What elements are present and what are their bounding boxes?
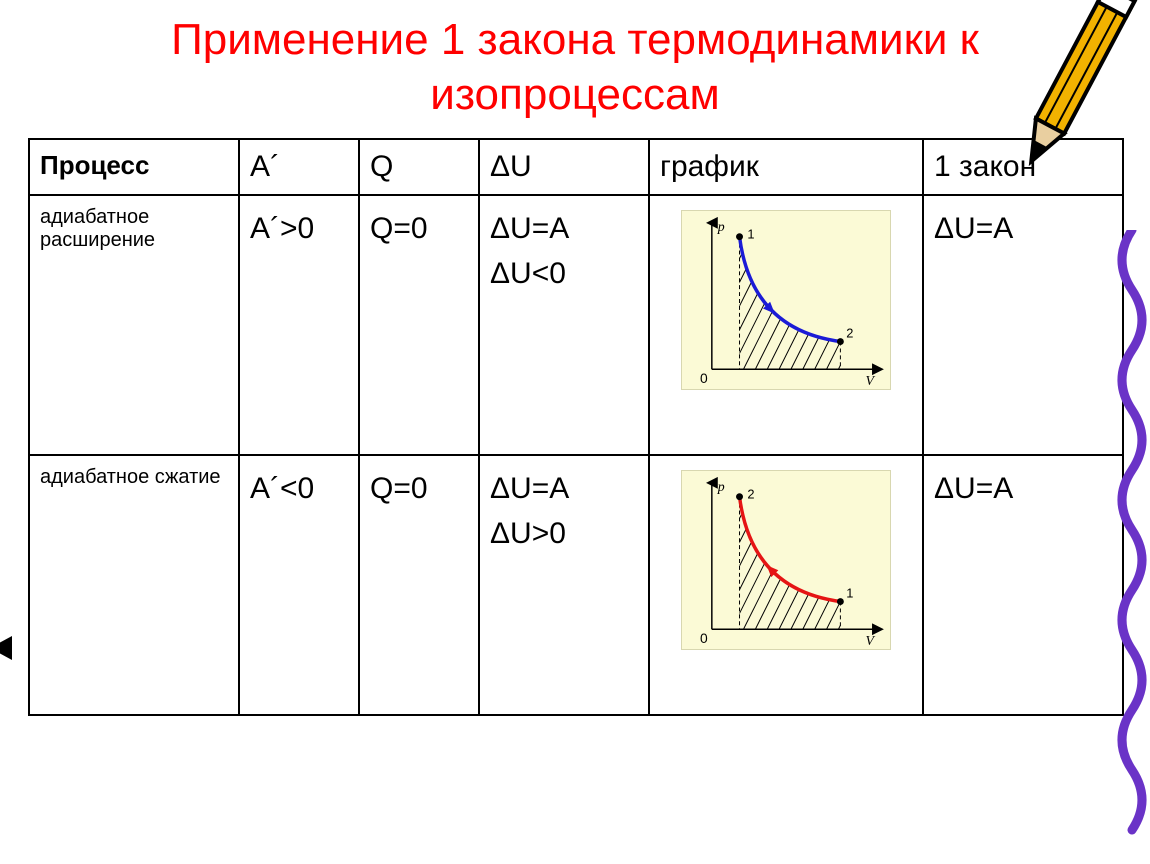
svg-text:2: 2 (846, 326, 853, 341)
svg-text:2: 2 (747, 487, 754, 502)
col-header-q: Q (359, 139, 479, 195)
col-header-du: ΔU (479, 139, 649, 195)
pv-graph-compression: 2 1 p V 0 (681, 470, 891, 650)
svg-text:1: 1 (846, 586, 853, 601)
svg-text:p: p (717, 479, 725, 494)
col-header-graph: график (649, 139, 923, 195)
table-header-row: Процесс A´ Q ΔU график 1 закон (29, 139, 1123, 195)
cell-a-0: A´>0 (239, 195, 359, 455)
slide: Применение 1 закона термодинамики к изоп… (0, 0, 1150, 864)
table-row: адиабатное сжатие A´<0 Q=0 ΔU=A ΔU>0 2 1 p… (29, 455, 1123, 715)
svg-text:0: 0 (700, 370, 708, 386)
svg-text:p: p (717, 219, 725, 234)
cell-graph-1: 2 1 p V 0 (649, 455, 923, 715)
svg-text:1: 1 (747, 227, 754, 242)
svg-text:V: V (866, 373, 876, 388)
cell-du-0: ΔU=A ΔU<0 (479, 195, 649, 455)
cell-law-0: ΔU=A (923, 195, 1123, 455)
table-row: адиабатное расширение A´>0 Q=0 ΔU=A ΔU<0… (29, 195, 1123, 455)
cell-law-1: ΔU=A (923, 455, 1123, 715)
svg-text:0: 0 (700, 630, 708, 646)
col-header-process: Процесс (29, 139, 239, 195)
cell-q-0: Q=0 (359, 195, 479, 455)
pencil-decoration (960, 0, 1150, 230)
cell-process-1: адиабатное сжатие (29, 455, 239, 715)
corner-arrow-shadow (0, 628, 28, 668)
cell-du-1: ΔU=A ΔU>0 (479, 455, 649, 715)
cell-graph-0: 1 2 p V 0 (649, 195, 923, 455)
cell-a-1: A´<0 (239, 455, 359, 715)
cell-q-1: Q=0 (359, 455, 479, 715)
cell-process-0: адиабатное расширение (29, 195, 239, 455)
squiggle-decoration (1110, 230, 1150, 850)
svg-text:V: V (866, 633, 876, 648)
pv-graph-expansion: 1 2 p V 0 (681, 210, 891, 390)
col-header-a: A´ (239, 139, 359, 195)
